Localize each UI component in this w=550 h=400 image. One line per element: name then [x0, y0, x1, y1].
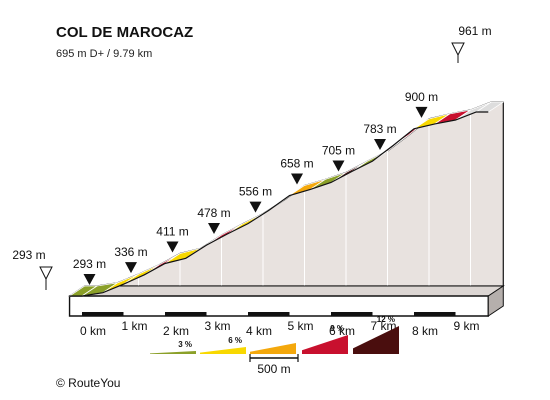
altitude-marker [415, 106, 428, 118]
altitude-label: 783 m [363, 122, 396, 136]
altitude-label: 658 m [280, 156, 313, 170]
distance-label: 9 km [453, 319, 479, 333]
legend-label: 9 % [330, 324, 344, 333]
km-band [248, 312, 290, 316]
altitude-label: 478 m [197, 206, 230, 220]
altitude-label: 336 m [114, 245, 147, 259]
altitude-marker [83, 274, 96, 285]
distance-labels: 0 km 1 km 2 km 3 km 4 km 5 km 6 km 7 km 8 km 9 km [80, 319, 480, 338]
gradient-legend: 3 % 6 % 9 % 12 % 500 m [150, 315, 399, 376]
chart-title: COL DE MAROCAZ [56, 24, 193, 41]
profile-body [67, 101, 505, 317]
end-marker [451, 42, 465, 57]
altitude-marker [208, 223, 220, 235]
distance-label: 0 km [80, 324, 106, 338]
base-end [487, 285, 504, 317]
chart-subtitle: 695 m D+ / 9.79 km [56, 48, 152, 60]
distance-label: 6 km [329, 324, 355, 338]
legend-label: 3 % [178, 340, 192, 349]
legend-swatch [150, 351, 196, 354]
copyright-text: © RouteYou [56, 376, 120, 390]
distance-label: 4 km [246, 324, 272, 338]
legend-swatch [200, 347, 246, 354]
distance-label: 1 km [121, 319, 147, 333]
altitude-label: 556 m [239, 185, 272, 199]
legend-label: 12 % [377, 315, 395, 324]
legend-label: 6 % [228, 336, 242, 345]
gradient-road [68, 101, 505, 297]
distance-label: 7 km [370, 319, 396, 333]
altitude-marker [125, 262, 137, 274]
altitude-marker [291, 173, 303, 185]
altitude-markers: 293 m 336 m 411 m 478 m 556 m 658 m 705 m 783 m… [12, 24, 492, 290]
road-edge [69, 111, 489, 297]
altitude-marker [166, 241, 179, 253]
distance-label: 5 km [287, 319, 313, 333]
start-label: 293 m [12, 248, 45, 262]
altitude-label: 900 m [405, 90, 438, 104]
scale-label: 500 m [257, 362, 290, 376]
distance-label: 3 km [204, 319, 230, 333]
legend-swatch [353, 326, 399, 354]
altitude-marker [374, 139, 386, 151]
start-marker [39, 266, 53, 281]
base-top [67, 285, 505, 297]
km-band [165, 312, 207, 316]
distance-label: 2 km [163, 324, 189, 338]
legend-swatch [250, 343, 296, 354]
km-band [414, 312, 456, 316]
km-band [82, 312, 124, 316]
altitude-label: 293 m [73, 257, 106, 271]
end-label: 961 m [458, 24, 491, 38]
altitude-marker [332, 160, 345, 172]
legend-swatch [302, 335, 348, 354]
distance-label: 8 km [412, 324, 438, 338]
altitude-marker [249, 201, 262, 213]
km-band [331, 312, 373, 316]
altitude-label: 705 m [322, 144, 355, 158]
altitude-label: 411 m [156, 225, 188, 239]
